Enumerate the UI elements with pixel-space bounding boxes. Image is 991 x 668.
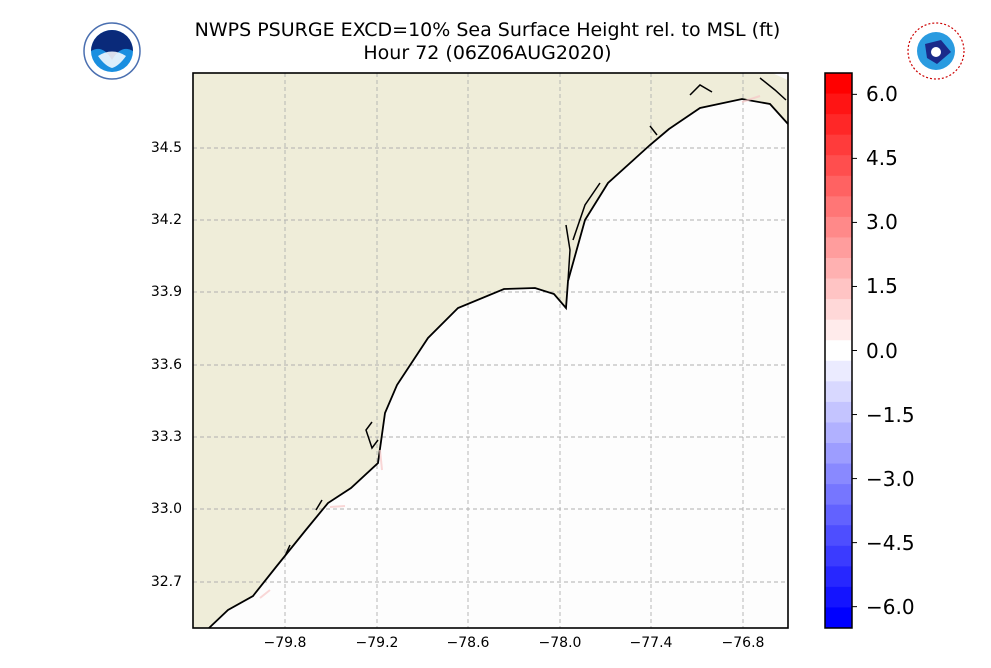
colorbar <box>824 72 857 629</box>
colorbar-bin <box>825 586 852 608</box>
colorbar-bin <box>825 216 852 238</box>
coastal-surge-shading <box>259 95 761 599</box>
longitude-tick-label: −78.0 <box>538 635 582 651</box>
colorbar-bin <box>825 525 852 547</box>
colorbar-bin <box>825 504 852 526</box>
colorbar-bin <box>825 484 852 506</box>
longitude-tick-label: −79.8 <box>263 635 307 651</box>
colorbar-tick-label: 0.0 <box>866 338 898 363</box>
nws-logo-icon <box>907 22 965 80</box>
colorbar-bin <box>825 258 852 280</box>
colorbar-tick-label: 1.5 <box>866 274 898 299</box>
colorbar-bin <box>825 299 852 321</box>
colorbar-bin <box>825 422 852 444</box>
colorbar-bin <box>825 73 852 95</box>
colorbar-bin <box>825 607 852 629</box>
colorbar-bin <box>825 443 852 465</box>
colorbar-bin <box>825 155 852 177</box>
latitude-tick-label: 34.5 <box>150 140 182 156</box>
colorbar-bin <box>825 93 852 115</box>
colorbar-bin <box>825 381 852 403</box>
latitude-tick-label: 32.7 <box>150 574 182 590</box>
colorbar-bin <box>825 319 852 341</box>
colorbar-bin <box>825 360 852 382</box>
colorbar-bin <box>825 175 852 197</box>
longitude-tick-label: −79.2 <box>355 635 399 651</box>
colorbar-bin <box>825 278 852 300</box>
barrier-island-coastline <box>284 77 787 557</box>
noaa-logo-icon <box>83 22 141 80</box>
coastline <box>208 98 789 629</box>
colorbar-bin <box>825 463 852 485</box>
land-area <box>193 73 788 628</box>
colorbar-tick-label: 4.5 <box>866 146 898 171</box>
colorbar-bin <box>825 545 852 567</box>
latitude-tick-label: 34.2 <box>150 212 182 228</box>
colorbar-tick-label: 6.0 <box>866 82 898 107</box>
colorbar-bin <box>825 566 852 588</box>
colorbar-bin <box>825 134 852 156</box>
longitude-tick-label: −76.8 <box>721 635 765 651</box>
chart-title: NWPS PSURGE EXCD=10% Sea Surface Height … <box>194 19 781 41</box>
latitude-tick-label: 33.6 <box>150 357 182 373</box>
colorbar-bin <box>825 237 852 259</box>
longitude-tick-label: −78.6 <box>446 635 490 651</box>
colorbar-bin <box>825 340 852 362</box>
longitude-tick-label: −77.4 <box>629 635 673 651</box>
colorbar-tick-label: −6.0 <box>866 594 915 619</box>
colorbar-tick-label: −3.0 <box>866 466 915 491</box>
colorbar-tick-label: −4.5 <box>866 530 915 555</box>
colorbar-tick-label: 3.0 <box>866 210 898 235</box>
latitude-tick-label: 33.0 <box>150 501 182 517</box>
chart-subtitle: Hour 72 (06Z06AUG2020) <box>363 42 612 64</box>
colorbar-bin <box>825 114 852 136</box>
latitude-tick-label: 33.9 <box>150 284 182 300</box>
map-frame <box>192 72 789 629</box>
gridlines <box>193 73 788 628</box>
colorbar-bin <box>825 401 852 423</box>
latitude-tick-label: 33.3 <box>150 429 182 445</box>
colorbar-bin <box>825 196 852 218</box>
colorbar-tick-label: −1.5 <box>866 402 915 427</box>
